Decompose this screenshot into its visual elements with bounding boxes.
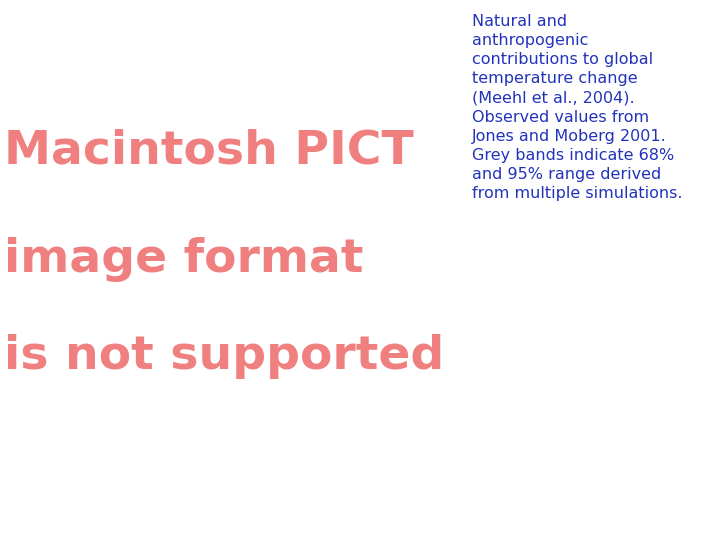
Text: image format: image format (4, 237, 363, 282)
Text: Natural and
anthropogenic
contributions to global
temperature change
(Meehl et a: Natural and anthropogenic contributions … (472, 14, 682, 201)
Text: Macintosh PICT: Macintosh PICT (4, 129, 413, 174)
Text: is not supported: is not supported (4, 334, 444, 379)
